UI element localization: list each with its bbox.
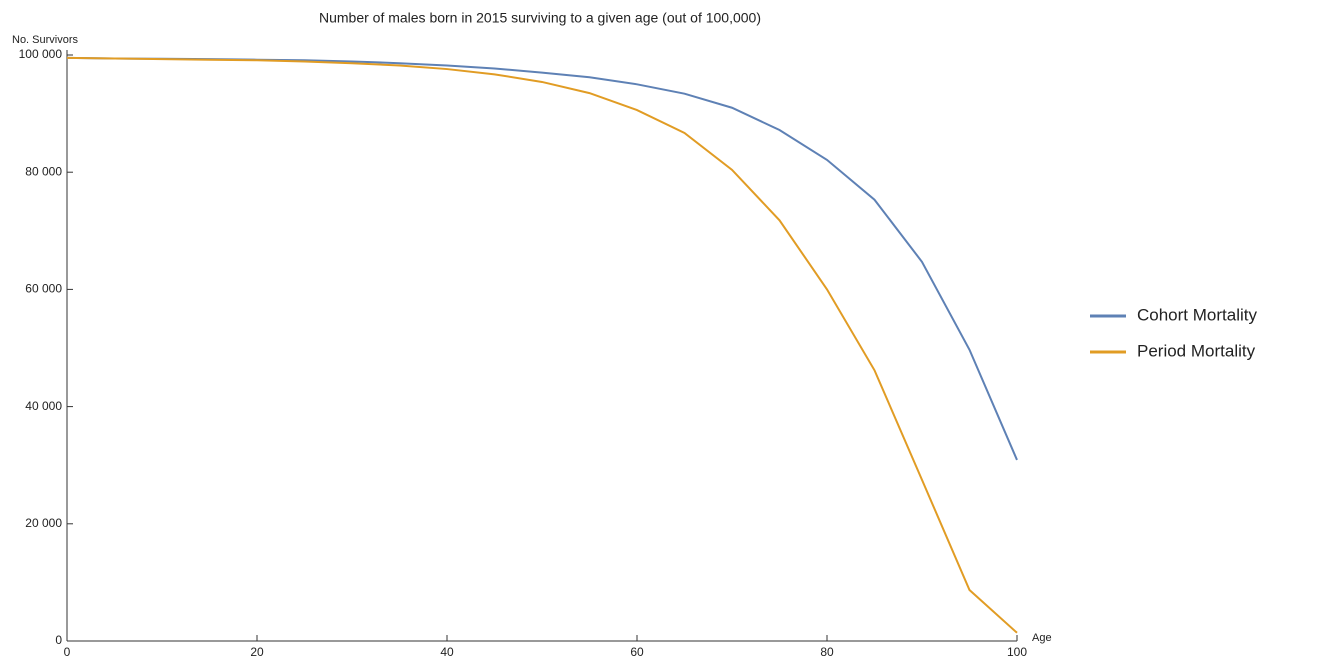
- y-tick-label: 20 000: [25, 516, 62, 530]
- x-tick-label: 0: [64, 645, 71, 659]
- y-tick-label: 0: [55, 633, 62, 647]
- series-line: [66, 56, 1018, 461]
- y-tick-label: 100 000: [19, 47, 63, 61]
- legend-label: Cohort Mortality: [1137, 305, 1257, 324]
- series-line: [66, 56, 1018, 634]
- x-axis-label: Age: [1032, 632, 1052, 644]
- y-tick-label: 60 000: [25, 282, 62, 296]
- x-tick-label: 60: [630, 645, 644, 659]
- x-tick-label: 100: [1007, 645, 1027, 659]
- legend-label: Period Mortality: [1137, 341, 1256, 360]
- x-tick-label: 40: [440, 645, 454, 659]
- x-tick-label: 80: [820, 645, 834, 659]
- chart-title: Number of males born in 2015 surviving t…: [319, 10, 761, 26]
- x-tick-label: 20: [250, 645, 264, 659]
- y-tick-label: 80 000: [25, 164, 62, 178]
- y-axis-label: No. Survivors: [12, 34, 79, 46]
- y-tick-label: 40 000: [25, 399, 62, 413]
